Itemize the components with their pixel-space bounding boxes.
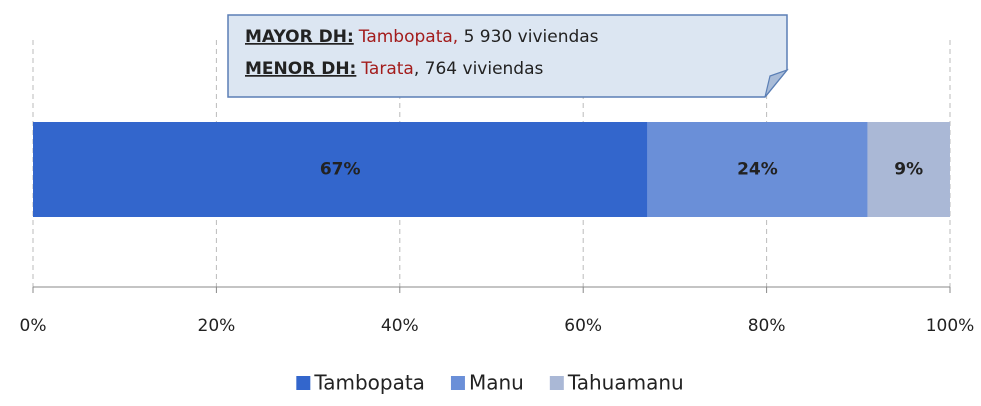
x-tick-label: 60% bbox=[564, 316, 602, 336]
annotation-text: 5 930 viviendas bbox=[458, 27, 598, 47]
x-tick-label: 100% bbox=[926, 316, 975, 336]
bar-segment bbox=[867, 122, 950, 217]
legend-swatch bbox=[296, 376, 311, 390]
value-label: 9% bbox=[894, 160, 923, 180]
x-tick-label: 20% bbox=[198, 316, 236, 336]
bars: 67% 24% 9% bbox=[33, 122, 950, 217]
annotation-line: MAYOR DH: Tambopata, 5 930 viviendas bbox=[245, 27, 599, 47]
legend-swatch bbox=[549, 376, 564, 390]
x-tick-label: 80% bbox=[748, 316, 786, 336]
x-tick-label: 40% bbox=[381, 316, 419, 336]
annotation-text: , 764 viviendas bbox=[414, 59, 544, 79]
legend: Tambopata Manu Tahuamanu bbox=[296, 371, 684, 395]
value-label: 67% bbox=[320, 160, 361, 180]
annotation-label: MENOR DH: bbox=[245, 59, 356, 79]
callout-fold bbox=[764, 68, 789, 98]
annotation: MAYOR DH: Tambopata, 5 930 viviendas MENOR… bbox=[245, 27, 599, 79]
legend-swatch bbox=[450, 376, 465, 390]
annotation-highlight: Tambopata, bbox=[358, 27, 458, 47]
annotation-label: MAYOR DH: bbox=[245, 27, 354, 47]
grid: 0% 20% 40% 60% 80% 100% bbox=[20, 40, 975, 336]
annotation-highlight: Tarata bbox=[360, 59, 413, 79]
legend-label: Manu bbox=[469, 371, 524, 395]
x-tick-label: 0% bbox=[20, 316, 47, 336]
value-label: 24% bbox=[737, 160, 778, 180]
annotation-line: MENOR DH: Tarata, 764 viviendas bbox=[245, 59, 544, 79]
callout bbox=[227, 14, 789, 98]
legend-label: Tambopata bbox=[313, 371, 425, 395]
legend-label: Tahuamanu bbox=[567, 371, 684, 395]
bar-segment bbox=[647, 122, 868, 217]
bar-segment bbox=[33, 122, 648, 217]
